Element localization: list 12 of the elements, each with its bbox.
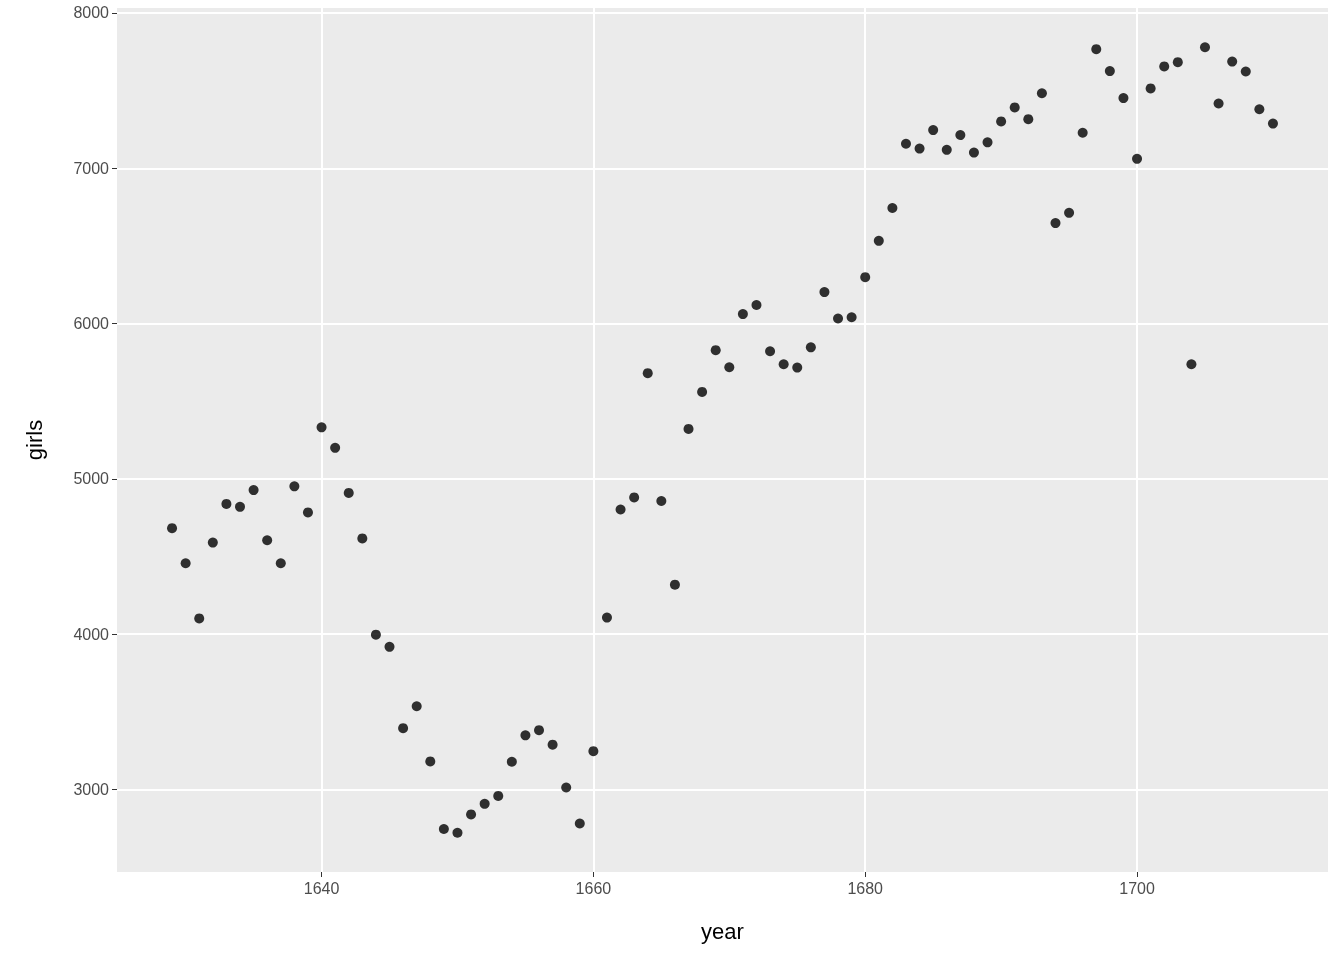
y-tick-label: 6000	[73, 315, 110, 333]
x-tick-label: 1660	[575, 879, 612, 897]
y-tick-label: 7000	[73, 159, 110, 177]
y-tick-label: 8000	[73, 4, 110, 22]
x-tick-label: 1700	[1119, 879, 1155, 897]
y-tick-label: 4000	[73, 625, 110, 643]
y-tick-label: 5000	[73, 470, 110, 488]
x-tick-label: 1680	[847, 879, 884, 897]
y-tick-label: 3000	[73, 781, 110, 799]
x-axis-title: year	[701, 918, 744, 944]
x-tick-label: 1640	[303, 879, 340, 897]
y-axis-title: girls	[21, 419, 47, 461]
